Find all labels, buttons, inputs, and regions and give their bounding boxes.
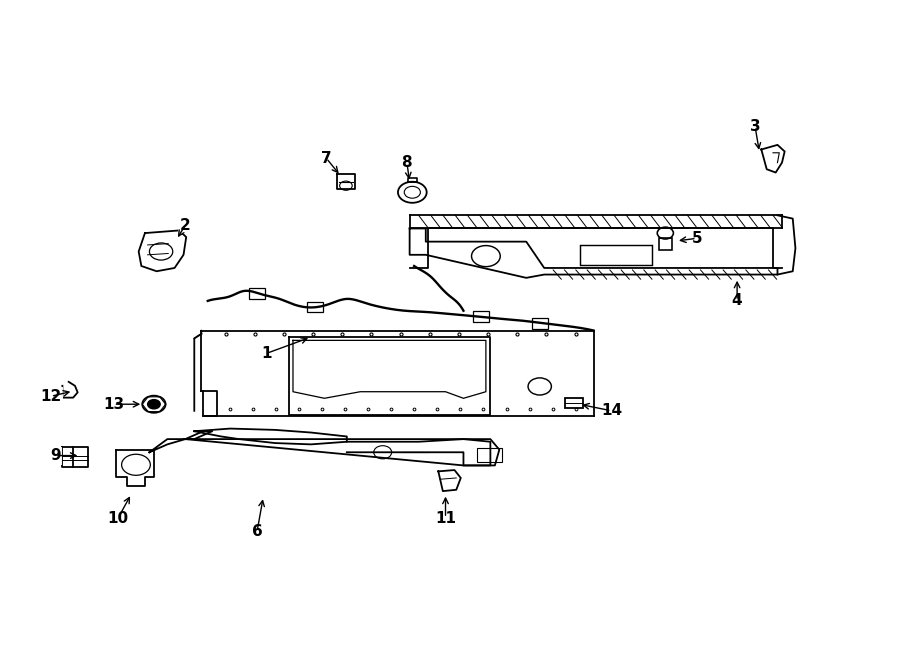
- Text: 2: 2: [180, 217, 191, 233]
- Text: 1: 1: [261, 346, 271, 361]
- Text: 9: 9: [50, 448, 60, 463]
- Text: 12: 12: [40, 389, 61, 404]
- Bar: [249, 288, 266, 299]
- Text: 10: 10: [107, 510, 129, 525]
- Text: 8: 8: [401, 155, 412, 170]
- Bar: [307, 301, 323, 312]
- Text: 4: 4: [732, 293, 742, 309]
- Text: 3: 3: [750, 119, 760, 134]
- Bar: [565, 399, 583, 408]
- Text: 11: 11: [435, 510, 456, 525]
- Text: 13: 13: [103, 397, 124, 412]
- Text: 5: 5: [691, 231, 702, 246]
- Circle shape: [148, 400, 160, 408]
- Text: 6: 6: [252, 524, 263, 539]
- Bar: [659, 239, 671, 251]
- Bar: [477, 447, 502, 462]
- Text: 14: 14: [601, 403, 622, 418]
- Bar: [532, 318, 548, 329]
- Bar: [580, 245, 652, 264]
- Text: 7: 7: [321, 151, 331, 165]
- Bar: [473, 311, 490, 322]
